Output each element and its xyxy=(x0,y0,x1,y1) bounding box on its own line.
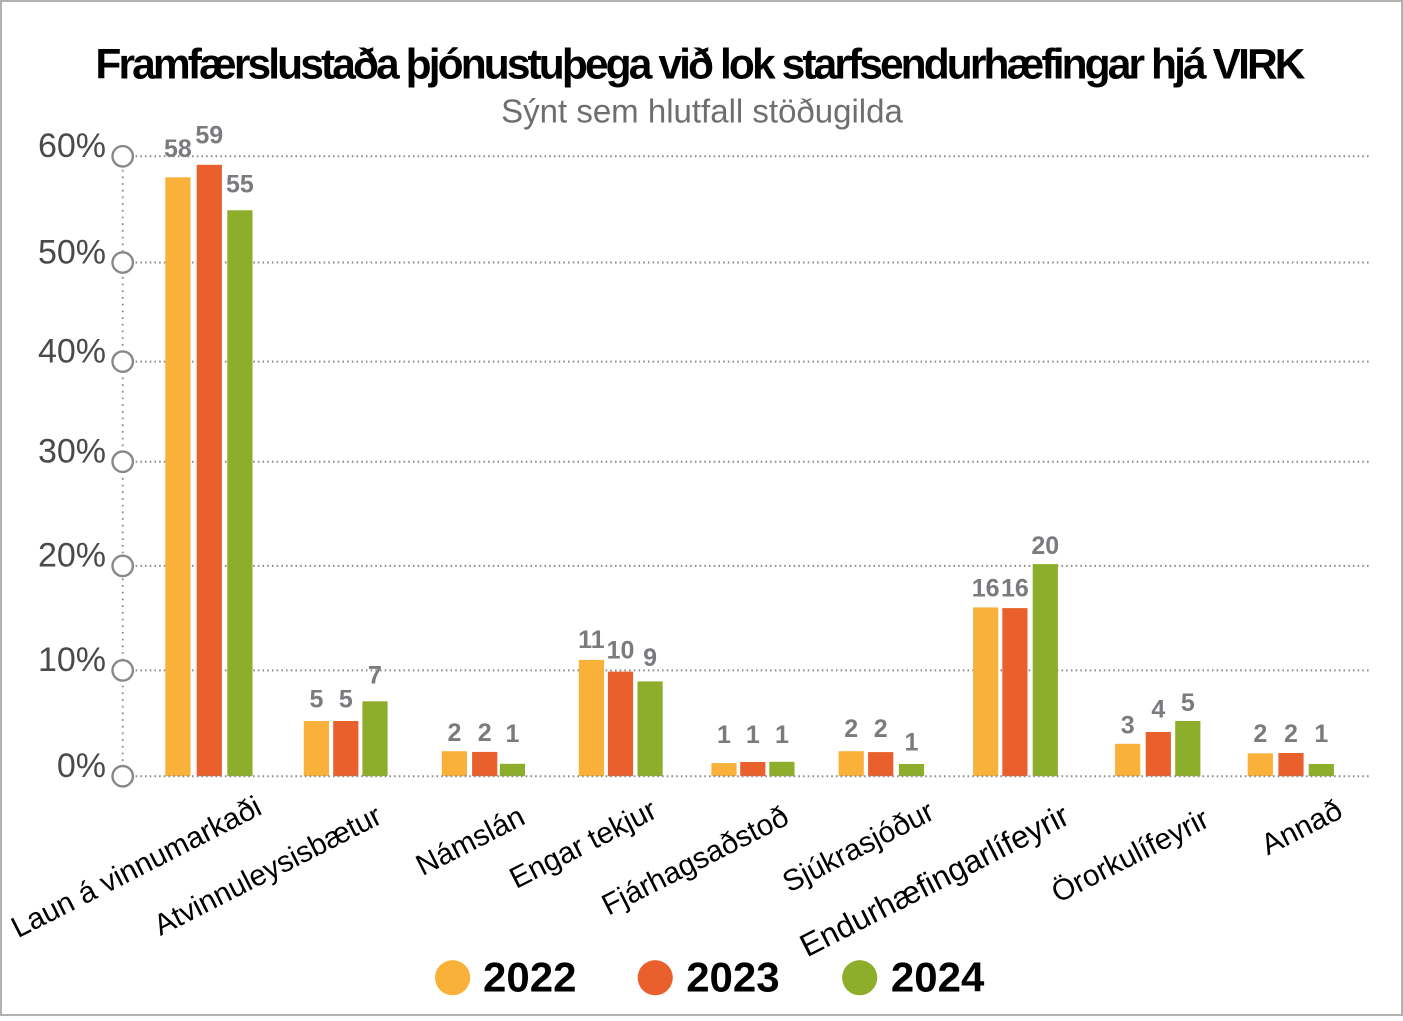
svg-text:Sýnt sem hlutfall stöðugilda: Sýnt sem hlutfall stöðugilda xyxy=(501,93,903,130)
svg-text:5: 5 xyxy=(339,686,353,714)
svg-text:2: 2 xyxy=(447,719,461,747)
svg-text:30%: 30% xyxy=(38,433,106,471)
svg-text:59: 59 xyxy=(195,122,223,150)
svg-text:2024: 2024 xyxy=(891,954,985,1001)
svg-text:60%: 60% xyxy=(38,127,106,165)
svg-text:1: 1 xyxy=(1314,720,1328,748)
svg-text:9: 9 xyxy=(643,644,657,672)
svg-text:2: 2 xyxy=(478,719,492,747)
svg-text:5: 5 xyxy=(309,686,323,714)
svg-text:10%: 10% xyxy=(38,641,106,679)
svg-text:55: 55 xyxy=(226,170,254,198)
svg-text:2: 2 xyxy=(1284,720,1298,748)
svg-text:2: 2 xyxy=(874,715,888,743)
svg-text:0%: 0% xyxy=(57,747,106,785)
svg-text:7: 7 xyxy=(368,662,382,690)
svg-text:20%: 20% xyxy=(38,537,106,575)
svg-text:2023: 2023 xyxy=(686,954,779,1001)
svg-text:58: 58 xyxy=(164,135,192,163)
svg-text:11: 11 xyxy=(578,626,605,654)
svg-text:1: 1 xyxy=(505,720,519,748)
svg-text:16: 16 xyxy=(972,574,1000,602)
svg-text:2: 2 xyxy=(844,715,858,743)
svg-text:2022: 2022 xyxy=(483,954,576,1001)
svg-text:10: 10 xyxy=(607,637,635,665)
svg-text:1: 1 xyxy=(717,721,731,749)
svg-text:Framfærslustaða þjónustuþega v: Framfærslustaða þjónustuþega við lok sta… xyxy=(95,42,1305,89)
svg-text:5: 5 xyxy=(1181,689,1195,717)
svg-text:3: 3 xyxy=(1121,711,1135,739)
svg-text:16: 16 xyxy=(1001,574,1029,602)
svg-text:1: 1 xyxy=(775,721,789,749)
svg-text:20: 20 xyxy=(1031,532,1059,560)
svg-text:1: 1 xyxy=(746,721,760,749)
svg-text:1: 1 xyxy=(905,729,919,757)
svg-text:40%: 40% xyxy=(38,332,106,370)
svg-text:50%: 50% xyxy=(38,233,106,271)
svg-text:4: 4 xyxy=(1151,695,1165,723)
svg-text:2: 2 xyxy=(1253,720,1267,748)
